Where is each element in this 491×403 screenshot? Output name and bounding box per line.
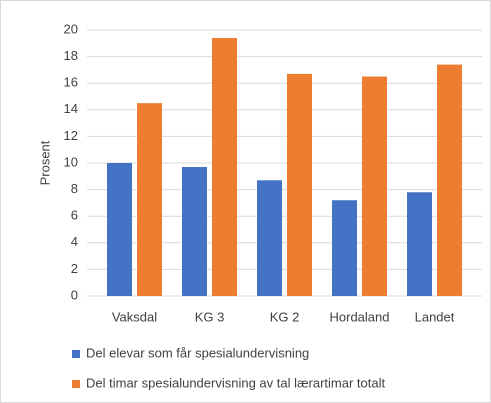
bar xyxy=(212,37,237,296)
bar xyxy=(362,76,387,296)
y-tick-label: 20 xyxy=(64,21,78,36)
y-tick-label: 4 xyxy=(71,234,78,249)
y-tick-label: 10 xyxy=(64,154,78,169)
bar xyxy=(182,166,207,296)
bar xyxy=(287,73,312,296)
bar xyxy=(407,192,432,296)
bar xyxy=(257,180,282,296)
y-tick-label: 8 xyxy=(71,181,78,196)
y-axis-label: Prosent xyxy=(37,140,52,185)
legend-label: Del timar spesialundervisning av tal lær… xyxy=(86,375,386,390)
x-tick-label: Vaksdal xyxy=(112,309,157,324)
legend-label: Del elevar som får spesialundervisning xyxy=(86,345,309,360)
y-tick-label: 2 xyxy=(71,261,78,276)
bar xyxy=(332,200,357,296)
x-tick-label: KG 2 xyxy=(270,309,300,324)
x-tick-label: Landet xyxy=(415,309,455,324)
y-tick-label: 16 xyxy=(64,75,78,90)
y-tick-label: 14 xyxy=(64,101,78,116)
bar xyxy=(107,163,132,296)
bar xyxy=(137,103,162,297)
legend-swatch xyxy=(72,350,80,358)
x-tick-label: KG 3 xyxy=(195,309,225,324)
bar xyxy=(437,64,462,296)
y-tick-label: 12 xyxy=(64,128,78,143)
y-tick-label: 18 xyxy=(64,48,78,63)
y-tick-label: 0 xyxy=(71,287,78,302)
x-tick-label: Hordaland xyxy=(330,309,390,324)
legend-swatch xyxy=(72,380,80,388)
y-tick-label: 6 xyxy=(71,208,78,223)
